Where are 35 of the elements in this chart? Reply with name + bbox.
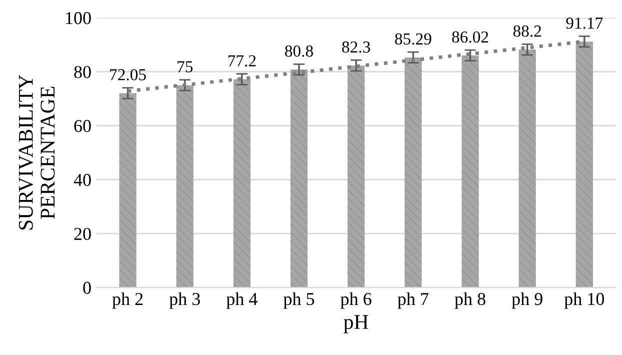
bar [119,93,136,288]
y-tick-label: 0 [83,282,91,294]
y-axis-title: SURVIVABILITY PERCENTAGE [18,74,55,230]
x-tick-label: ph 5 [284,292,314,309]
data-label: 72.05 [110,69,146,80]
y-tick-label: 40 [74,174,91,186]
x-tick-label: ph 9 [512,292,542,309]
data-label: 85.29 [395,33,432,45]
y-tick-label: 60 [74,120,91,132]
x-tick-label: ph 8 [454,292,486,309]
bar [462,55,479,288]
data-label: 75 [178,61,193,72]
x-tick-label: ph 3 [169,292,200,309]
data-label: 88.2 [513,26,541,37]
x-tick-label: ph 6 [340,292,372,309]
data-label: 86.02 [452,31,488,43]
x-tick-label: ph 7 [398,292,428,309]
x-tick-label: ph 2 [112,292,143,309]
x-tick-label: ph 10 [564,292,604,309]
x-axis-title: pH [344,315,368,334]
bar [348,66,365,288]
bar [518,50,536,288]
data-label: 82.3 [342,41,370,53]
y-tick-label: 100 [66,12,91,24]
data-label: 80.8 [285,45,313,57]
bar [233,79,251,288]
bar [576,42,593,288]
bar [176,85,194,288]
data-label: 77.2 [228,55,256,67]
y-tick-label: 80 [74,66,91,78]
bar [404,57,422,288]
data-label: 91.17 [566,18,603,29]
y-tick-label: 20 [74,228,91,240]
x-tick-label: ph 4 [226,292,258,309]
bar [290,70,308,288]
